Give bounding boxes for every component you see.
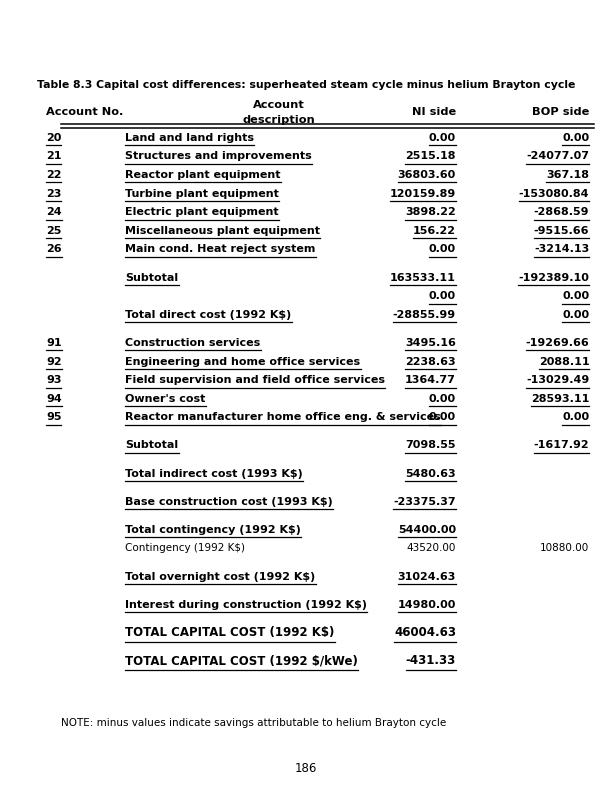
Text: Total contingency (1992 K$): Total contingency (1992 K$) [125,525,301,535]
Text: Reactor plant equipment: Reactor plant equipment [125,170,281,180]
Text: 22: 22 [46,170,61,180]
Text: 31024.63: 31024.63 [398,572,456,581]
Text: 120159.89: 120159.89 [390,188,456,199]
Text: -3214.13: -3214.13 [534,245,589,254]
Text: 26: 26 [46,245,62,254]
Text: Construction services: Construction services [125,338,261,348]
Text: 1364.77: 1364.77 [405,375,456,385]
Text: 0.00: 0.00 [562,291,589,301]
Text: 0.00: 0.00 [562,413,589,422]
Text: 2238.63: 2238.63 [405,356,456,367]
Text: Engineering and home office services: Engineering and home office services [125,356,360,367]
Text: 95: 95 [46,413,61,422]
Text: 3898.22: 3898.22 [405,208,456,217]
Text: Table 8.3 Capital cost differences: superheated steam cycle minus helium Brayton: Table 8.3 Capital cost differences: supe… [37,80,575,89]
Text: Base construction cost (1993 K$): Base construction cost (1993 K$) [125,497,333,507]
Text: 54400.00: 54400.00 [398,525,456,535]
Text: 0.00: 0.00 [562,310,589,320]
Text: BOP side: BOP side [532,108,589,117]
Text: Contingency (1992 K$): Contingency (1992 K$) [125,543,245,554]
Text: 163533.11: 163533.11 [390,272,456,283]
Text: 36803.60: 36803.60 [398,170,456,180]
Text: -431.33: -431.33 [406,654,456,668]
Text: NI side: NI side [412,108,456,117]
Text: Land and land rights: Land and land rights [125,133,255,143]
Text: 367.18: 367.18 [547,170,589,180]
Text: 0.00: 0.00 [429,291,456,301]
Text: 25: 25 [46,226,61,236]
Text: Miscellaneous plant equipment: Miscellaneous plant equipment [125,226,321,236]
Text: Reactor manufacturer home office eng. & services: Reactor manufacturer home office eng. & … [125,413,441,422]
Text: -23375.37: -23375.37 [394,497,456,507]
Text: 28593.11: 28593.11 [531,394,589,404]
Text: 156.22: 156.22 [413,226,456,236]
Text: 0.00: 0.00 [429,245,456,254]
Text: Field supervision and field office services: Field supervision and field office servi… [125,375,386,385]
Text: TOTAL CAPITAL COST (1992 K$): TOTAL CAPITAL COST (1992 K$) [125,626,335,639]
Text: 43520.00: 43520.00 [406,543,456,554]
Text: Owner's cost: Owner's cost [125,394,206,404]
Text: Turbine plant equipment: Turbine plant equipment [125,188,279,199]
Text: 0.00: 0.00 [429,133,456,143]
Text: -153080.84: -153080.84 [519,188,589,199]
Text: Structures and improvements: Structures and improvements [125,151,312,162]
Text: 91: 91 [46,338,62,348]
Text: 2088.11: 2088.11 [539,356,589,367]
Text: Total overnight cost (1992 K$): Total overnight cost (1992 K$) [125,572,316,581]
Text: Interest during construction (1992 K$): Interest during construction (1992 K$) [125,600,367,610]
Text: 0.00: 0.00 [429,413,456,422]
Text: 5480.63: 5480.63 [405,469,456,478]
Text: -9515.66: -9515.66 [534,226,589,236]
Text: 2515.18: 2515.18 [405,151,456,162]
Text: Account No.: Account No. [46,108,123,117]
Text: -24077.07: -24077.07 [526,151,589,162]
Text: NOTE: minus values indicate savings attributable to helium Brayton cycle: NOTE: minus values indicate savings attr… [61,718,446,728]
Text: -19269.66: -19269.66 [526,338,589,348]
Text: 92: 92 [46,356,62,367]
Text: 23: 23 [46,188,61,199]
Text: Subtotal: Subtotal [125,440,179,451]
Text: -28855.99: -28855.99 [393,310,456,320]
Text: 10880.00: 10880.00 [540,543,589,554]
Text: description: description [242,115,315,124]
Text: Account: Account [253,101,304,110]
Text: -1617.92: -1617.92 [534,440,589,451]
Text: 21: 21 [46,151,61,162]
Text: Subtotal: Subtotal [125,272,179,283]
Text: Main cond. Heat reject system: Main cond. Heat reject system [125,245,316,254]
Text: -2868.59: -2868.59 [534,208,589,217]
Text: TOTAL CAPITAL COST (1992 $/kWe): TOTAL CAPITAL COST (1992 $/kWe) [125,654,359,668]
Text: 93: 93 [46,375,61,385]
Text: 46004.63: 46004.63 [394,626,456,639]
Text: Electric plant equipment: Electric plant equipment [125,208,279,217]
Text: -192389.10: -192389.10 [518,272,589,283]
Text: 24: 24 [46,208,62,217]
Text: 3495.16: 3495.16 [405,338,456,348]
Text: 0.00: 0.00 [562,133,589,143]
Text: 94: 94 [46,394,62,404]
Text: 186: 186 [295,762,317,775]
Text: 7098.55: 7098.55 [405,440,456,451]
Text: 0.00: 0.00 [429,394,456,404]
Text: Total direct cost (1992 K$): Total direct cost (1992 K$) [125,310,292,320]
Text: 14980.00: 14980.00 [398,600,456,610]
Text: Total indirect cost (1993 K$): Total indirect cost (1993 K$) [125,469,303,478]
Text: -13029.49: -13029.49 [526,375,589,385]
Text: 20: 20 [46,133,61,143]
